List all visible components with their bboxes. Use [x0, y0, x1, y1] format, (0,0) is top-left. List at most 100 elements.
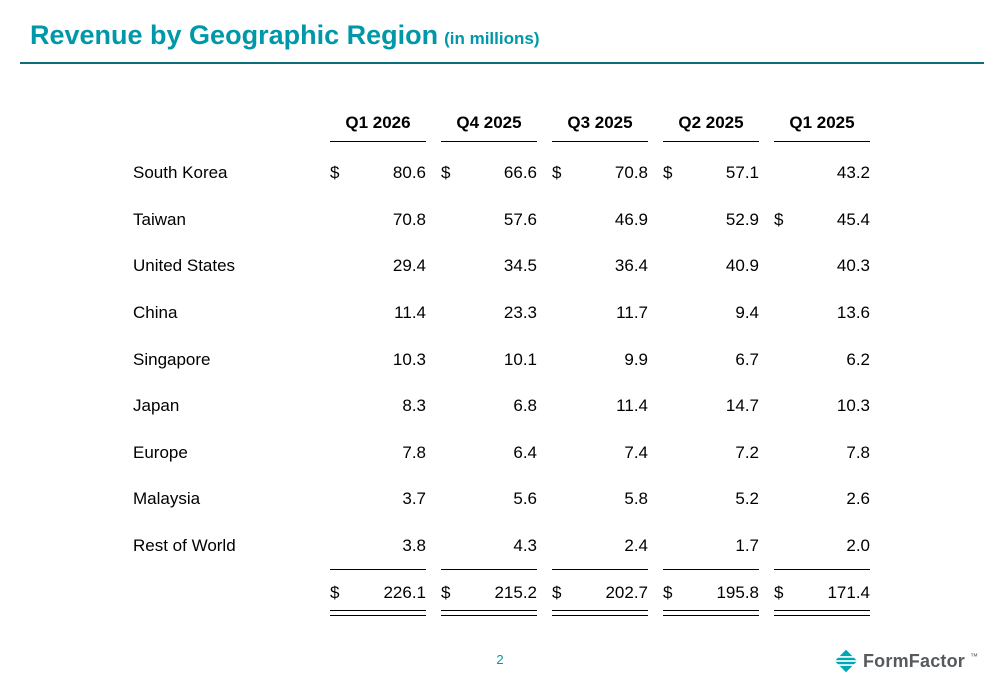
trademark-symbol: ™ — [970, 652, 978, 661]
value-cell: 11.7 — [552, 290, 648, 337]
value-cell: 6.2 — [774, 336, 870, 383]
table-row: United States 29.4 34.5 36.4 40.9 40.3 — [133, 243, 870, 290]
page-title: Revenue by Geographic Region (in millions… — [30, 20, 539, 51]
value: 13.6 — [836, 303, 870, 323]
formfactor-wordmark: FormFactor — [862, 650, 965, 671]
value-cell: 57.6 — [441, 197, 537, 244]
double-rule — [774, 610, 870, 617]
column-header: Q2 2025 — [663, 110, 759, 142]
row-label: Rest of World — [133, 536, 236, 556]
total-cell: $195.8 — [663, 569, 759, 610]
value: 80.6 — [392, 163, 426, 183]
dollar-sign: $ — [774, 209, 784, 229]
value-cell: 7.4 — [552, 430, 648, 477]
table-header-row: Q1 2026 Q4 2025 Q3 2025 Q2 2025 Q1 2025 — [133, 110, 870, 142]
value-cell: $45.4 — [774, 197, 870, 244]
table-row: Malaysia 3.7 5.6 5.8 5.2 2.6 — [133, 476, 870, 523]
total-value: 171.4 — [827, 583, 870, 603]
column-header: Q1 2026 — [330, 110, 426, 142]
value: 14.7 — [725, 396, 759, 416]
value-cell: 11.4 — [330, 290, 426, 337]
value-cell: 52.9 — [663, 197, 759, 244]
total-cell: $171.4 — [774, 569, 870, 610]
column-header: Q4 2025 — [441, 110, 537, 142]
value-cell: $80.6 — [330, 150, 426, 197]
dollar-sign: $ — [330, 163, 340, 183]
revenue-table: Q1 2026 Q4 2025 Q3 2025 Q2 2025 Q1 2025 … — [133, 110, 870, 617]
value: 29.4 — [392, 256, 426, 276]
value-cell: 3.8 — [330, 523, 426, 570]
value: 52.9 — [725, 209, 759, 229]
value-cell: 34.5 — [441, 243, 537, 290]
row-label: Singapore — [133, 349, 211, 369]
dollar-sign: $ — [552, 583, 562, 603]
value: 9.9 — [624, 349, 648, 369]
value: 1.7 — [735, 536, 759, 556]
value: 2.0 — [846, 536, 870, 556]
value: 6.2 — [846, 349, 870, 369]
double-rule — [441, 610, 537, 617]
value-cell: 9.4 — [663, 290, 759, 337]
value: 11.4 — [394, 303, 426, 323]
value: 5.8 — [624, 489, 648, 509]
value: 6.4 — [513, 442, 537, 462]
value: 3.8 — [402, 536, 426, 556]
header-spacer — [133, 110, 315, 142]
value-cell: 23.3 — [441, 290, 537, 337]
table-row: South Korea $80.6 $66.6 $70.8 $57.1 43.2 — [133, 150, 870, 197]
value-cell: 5.2 — [663, 476, 759, 523]
column-header: Q1 2025 — [774, 110, 870, 142]
value-cell: 6.4 — [441, 430, 537, 477]
value-cell: 10.1 — [441, 336, 537, 383]
value-cell: 6.7 — [663, 336, 759, 383]
dollar-sign: $ — [774, 583, 784, 603]
value: 40.9 — [725, 256, 759, 276]
value-cell: 70.8 — [330, 197, 426, 244]
value-cell: 3.7 — [330, 476, 426, 523]
value-cell: 9.9 — [552, 336, 648, 383]
value-cell: 8.3 — [330, 383, 426, 430]
value: 36.4 — [614, 256, 648, 276]
value-cell: 7.8 — [330, 430, 426, 477]
value: 11.7 — [616, 303, 648, 323]
value-cell: 40.3 — [774, 243, 870, 290]
value: 4.3 — [513, 536, 537, 556]
value: 10.3 — [392, 349, 426, 369]
value: 23.3 — [503, 303, 537, 323]
total-cell: $226.1 — [330, 569, 426, 610]
value: 10.3 — [836, 396, 870, 416]
value: 40.3 — [836, 256, 870, 276]
value-cell: 5.8 — [552, 476, 648, 523]
table-row: Rest of World 3.8 4.3 2.4 1.7 2.0 — [133, 523, 870, 570]
value: 8.3 — [402, 396, 426, 416]
column-header: Q3 2025 — [552, 110, 648, 142]
value: 34.5 — [503, 256, 537, 276]
value: 7.4 — [624, 442, 648, 462]
table-row: China 11.4 23.3 11.7 9.4 13.6 — [133, 290, 870, 337]
table-double-rule-row — [133, 610, 870, 617]
row-label: Taiwan — [133, 209, 186, 229]
value: 57.1 — [725, 163, 759, 183]
value: 45.4 — [836, 209, 870, 229]
total-cell: $215.2 — [441, 569, 537, 610]
value-cell: 43.2 — [774, 150, 870, 197]
dollar-sign: $ — [330, 583, 340, 603]
value: 6.7 — [735, 349, 759, 369]
dollar-sign: $ — [552, 163, 562, 183]
table-row: Japan 8.3 6.8 11.4 14.7 10.3 — [133, 383, 870, 430]
value-cell: 29.4 — [330, 243, 426, 290]
value-cell: 11.4 — [552, 383, 648, 430]
value: 5.6 — [513, 489, 537, 509]
value-cell: 7.8 — [774, 430, 870, 477]
value-cell: 2.4 — [552, 523, 648, 570]
value: 2.4 — [624, 536, 648, 556]
value: 2.6 — [846, 489, 870, 509]
dollar-sign: $ — [663, 583, 673, 603]
value: 7.2 — [735, 442, 759, 462]
value-cell: $66.6 — [441, 150, 537, 197]
page-number: 2 — [496, 652, 504, 667]
value-cell: 46.9 — [552, 197, 648, 244]
row-label: China — [133, 303, 178, 323]
total-value: 226.1 — [383, 583, 426, 603]
